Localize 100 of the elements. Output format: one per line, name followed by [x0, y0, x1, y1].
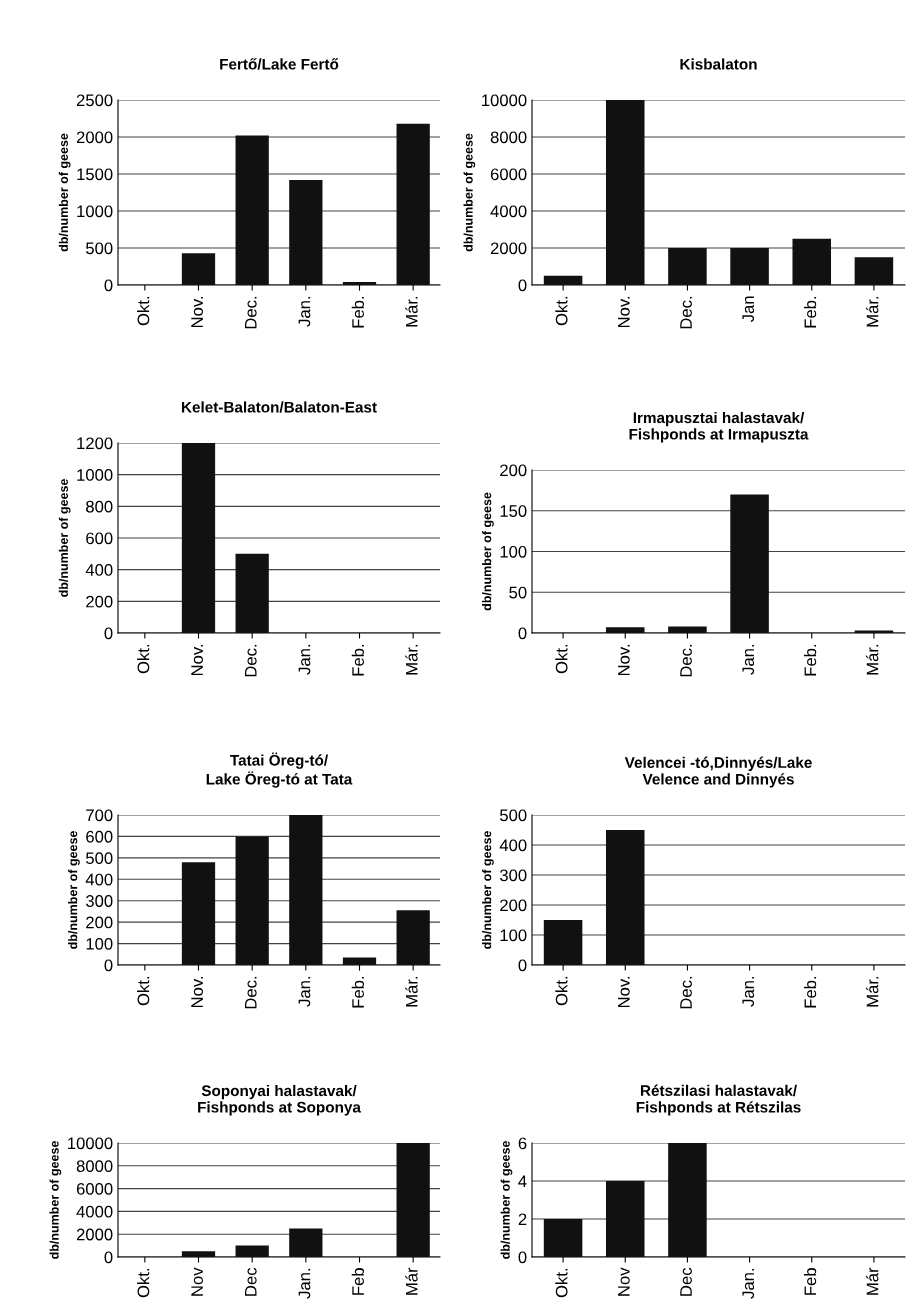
y-tick-label: 6 — [518, 1137, 527, 1150]
chart-title: Rétszilasi halastavak/ Fishponds at Rétszilas — [636, 1084, 801, 1116]
y-tick-label: 4 — [518, 1175, 527, 1188]
x-tick-label: Nov. — [191, 644, 203, 676]
y-tick-label: 2000 — [76, 1228, 113, 1241]
chart-title: Kelet-Balaton/Balaton-East — [181, 401, 377, 413]
y-tick-label: 100 — [500, 929, 527, 942]
y-tick-label: 300 — [85, 895, 113, 907]
x-tick-label: Nov. — [618, 296, 630, 328]
y-tick-label: 200 — [86, 595, 113, 608]
y-tick-label: 6000 — [76, 1183, 113, 1195]
y-axis-title: db/number of geese — [463, 133, 476, 252]
bar — [668, 248, 707, 285]
bar — [396, 1143, 430, 1257]
y-axis-title: db/number of geese — [68, 831, 80, 949]
y-tick-label: 2000 — [76, 131, 113, 144]
bar — [792, 238, 832, 285]
y-tick-label: 200 — [500, 899, 527, 912]
y-tick-label: 0 — [104, 627, 113, 640]
x-tick-label: Jan. — [742, 644, 755, 675]
bar — [342, 282, 377, 285]
chart-title: Kisbalaton — [680, 58, 757, 70]
x-tick-label: Dec — [245, 1267, 257, 1296]
y-tick-label: 50 — [509, 586, 527, 599]
y-tick-label: 500 — [86, 852, 113, 865]
chart-title: Velencei -tó,Dinnyés/Lake Velence and Dinnyés — [624, 756, 812, 788]
x-tick-label: Már — [865, 1267, 879, 1295]
y-tick-label: 2500 — [76, 94, 113, 107]
bar — [396, 123, 430, 285]
x-tick-label: Feb. — [803, 976, 817, 1008]
bar — [181, 862, 216, 965]
y-axis-title: db/number of geese — [482, 492, 494, 611]
x-tick-label: Okt. — [137, 1268, 150, 1298]
y-tick-label: 400 — [85, 564, 113, 576]
x-tick-label: Dec — [680, 1267, 692, 1296]
x-tick-label: Már. — [405, 976, 418, 1007]
bar — [289, 1228, 323, 1257]
x-tick-label: Nov — [191, 1267, 203, 1296]
x-tick-label: Dec. — [245, 644, 257, 677]
x-tick-label: Feb — [803, 1268, 817, 1295]
bar — [396, 910, 430, 965]
x-tick-label: Feb. — [803, 296, 817, 328]
x-tick-label: Már. — [865, 976, 879, 1007]
x-tick-label: Feb. — [351, 644, 364, 676]
y-tick-label: 1000 — [77, 205, 113, 218]
x-tick-label: Okt. — [137, 976, 150, 1006]
y-tick-label: 8000 — [76, 1160, 113, 1172]
bar — [235, 1245, 269, 1257]
x-tick-label: Dec. — [245, 976, 257, 1009]
y-tick-label: 400 — [499, 839, 527, 852]
x-tick-label: Már. — [405, 296, 418, 327]
bar — [854, 257, 894, 285]
chart-title: Soponyai halastavak/ Fishponds at Soponya — [198, 1084, 362, 1116]
y-axis-title: db/number of geese — [49, 1141, 62, 1259]
x-tick-label: Feb. — [351, 296, 364, 328]
y-axis-title: db/number of geese — [482, 831, 494, 949]
y-tick-label: 10000 — [482, 94, 527, 107]
x-tick-label: Okt. — [555, 644, 568, 674]
y-axis-title: db/number of geese — [58, 479, 71, 597]
x-tick-label: Feb. — [803, 644, 817, 676]
bar — [235, 836, 269, 965]
chart-title: Tatai Öreg-tó/ Lake Öreg-tó at Tata — [206, 752, 353, 788]
y-tick-label: 100 — [500, 545, 527, 558]
x-tick-label: Jan. — [298, 644, 311, 675]
y-tick-label: 2 — [518, 1213, 527, 1226]
y-tick-label: 100 — [86, 937, 113, 950]
y-tick-label: 1500 — [77, 168, 113, 181]
x-tick-label: Nov. — [618, 976, 630, 1008]
bar — [668, 1143, 707, 1257]
bar — [289, 179, 323, 285]
y-tick-label: 0 — [518, 1251, 527, 1264]
bar — [605, 627, 645, 633]
x-tick-label: Okt. — [137, 644, 150, 674]
y-tick-label: 0 — [518, 627, 527, 640]
y-tick-label: 0 — [104, 959, 113, 972]
x-tick-label: Jan. — [298, 1268, 311, 1299]
x-tick-label: Jan. — [742, 976, 755, 1007]
chart-title: Fertő/Lake Fertő — [220, 58, 339, 70]
y-tick-label: 0 — [104, 1251, 113, 1264]
bar — [605, 1181, 645, 1257]
y-tick-label: 200 — [86, 916, 113, 929]
x-tick-label: Okt. — [137, 296, 150, 326]
bar — [730, 494, 769, 633]
x-tick-label: Okt. — [555, 1268, 568, 1298]
y-tick-label: 700 — [86, 809, 113, 822]
y-tick-label: 500 — [500, 809, 527, 822]
y-tick-label: 800 — [86, 500, 113, 513]
x-tick-label: Nov. — [618, 644, 630, 676]
bar — [543, 1219, 583, 1257]
y-tick-label: 0 — [104, 279, 113, 292]
x-tick-label: Jan — [742, 296, 755, 323]
y-tick-label: 1000 — [77, 469, 113, 481]
x-tick-label: Már. — [405, 644, 418, 675]
x-tick-label: Jan. — [298, 296, 311, 327]
bar — [730, 248, 769, 285]
x-tick-label: Feb. — [351, 976, 364, 1008]
bar — [543, 275, 583, 285]
y-tick-label: 2000 — [490, 242, 527, 255]
x-tick-label: Dec. — [680, 296, 692, 329]
x-tick-label: Már. — [865, 644, 879, 675]
